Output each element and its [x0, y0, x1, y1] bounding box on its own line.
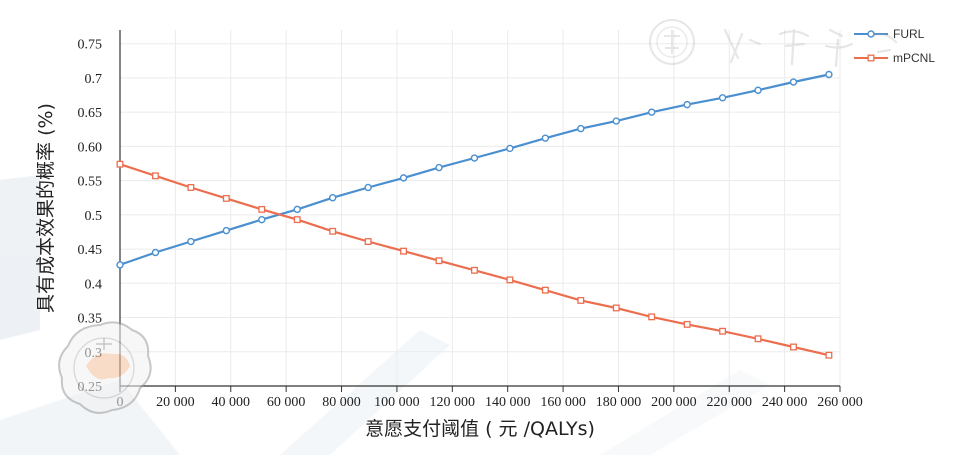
legend-marker-furl — [867, 30, 875, 38]
data-point-mpcnl — [151, 172, 159, 180]
data-point-furl — [612, 117, 620, 125]
data-point-mpcnl — [612, 304, 620, 312]
x-tick-label: 200 000 — [651, 395, 697, 410]
legend: FURL mPCNL — [854, 27, 935, 65]
data-point-furl — [151, 248, 160, 257]
data-point-mpcnl — [754, 335, 762, 343]
seal-watermark-emblem-icon — [58, 321, 152, 414]
y-tick-label: 0.55 — [78, 175, 103, 190]
data-point-mpcnl — [471, 266, 478, 274]
data-point-mpcnl — [187, 184, 195, 191]
data-point-mpcnl — [541, 286, 549, 294]
x-tick-label: 40 000 — [212, 395, 251, 410]
data-point-furl — [789, 78, 798, 86]
x-tick-label: 140 000 — [485, 395, 531, 410]
data-point-furl — [683, 100, 691, 109]
data-point-furl — [577, 124, 585, 133]
data-point-furl — [187, 237, 195, 246]
y-tick-label: 0.75 — [78, 38, 103, 53]
data-point-mpcnl — [293, 216, 301, 224]
x-tick-label: 260 000 — [817, 395, 863, 410]
x-axis-title: 意愿支付阈值 ( 元 /QALYs) — [365, 418, 595, 440]
x-tick-label: 100 000 — [374, 395, 420, 410]
x-tick-label: 180 000 — [596, 395, 642, 410]
y-tick-label: 0.60 — [78, 140, 103, 155]
data-point-mpcnl — [258, 205, 266, 213]
data-point-mpcnl — [222, 194, 230, 202]
x-tick-label: 220 000 — [706, 395, 752, 410]
legend-label-furl: FURL — [893, 27, 925, 41]
data-point-furl — [364, 183, 372, 192]
data-point-furl — [328, 194, 337, 202]
x-tick-label: 20 000 — [156, 395, 195, 410]
data-point-furl — [825, 70, 833, 79]
data-point-mpcnl — [435, 257, 443, 265]
data-point-furl — [293, 205, 301, 214]
data-point-furl — [399, 174, 408, 182]
y-tick-label: 0.5 — [85, 209, 103, 224]
legend-marker-mpcnl — [867, 54, 875, 62]
y-axis-title: 具有成本效果的概率 (%) — [35, 103, 57, 313]
data-point-mpcnl — [825, 351, 833, 359]
x-tick-label: 120 000 — [430, 395, 476, 410]
x-tick-label: 80 000 — [322, 395, 361, 410]
data-point-furl — [435, 163, 443, 172]
data-point-furl — [718, 94, 727, 102]
data-point-mpcnl — [683, 320, 691, 328]
y-tick-label: 0.45 — [78, 243, 103, 258]
data-point-furl — [258, 215, 266, 224]
x-tick-label: 160 000 — [540, 395, 586, 410]
data-point-furl — [506, 144, 514, 153]
data-point-furl — [222, 226, 231, 235]
series-line-furl — [119, 73, 830, 266]
y-tick-label: 0.4 — [85, 277, 103, 292]
series-line-mpcnl — [119, 163, 830, 357]
data-point-mpcnl — [364, 238, 372, 245]
data-point-mpcnl — [329, 227, 337, 235]
data-point-furl — [470, 154, 479, 162]
series-layer — [116, 70, 833, 359]
data-point-mpcnl — [116, 160, 124, 168]
y-tick-label: 0.65 — [78, 106, 103, 121]
x-tick-label: 240 000 — [762, 395, 808, 410]
data-point-furl — [754, 86, 762, 94]
data-point-mpcnl — [790, 343, 797, 351]
seal-watermark-icon — [649, 19, 695, 65]
data-point-furl — [647, 108, 656, 116]
data-point-mpcnl — [506, 276, 514, 284]
data-point-mpcnl — [648, 313, 656, 321]
y-tick-label: 0.7 — [85, 72, 103, 87]
y-tick-label: 0.35 — [78, 312, 103, 327]
data-point-furl — [541, 134, 550, 142]
watermark-calligraphy — [723, 28, 898, 68]
data-point-furl — [116, 261, 124, 269]
x-tick-label: 60 000 — [267, 395, 306, 410]
legend-label-mpcnl: mPCNL — [893, 51, 935, 65]
data-point-mpcnl — [400, 247, 408, 255]
data-point-mpcnl — [719, 327, 727, 335]
data-point-mpcnl — [577, 296, 585, 304]
